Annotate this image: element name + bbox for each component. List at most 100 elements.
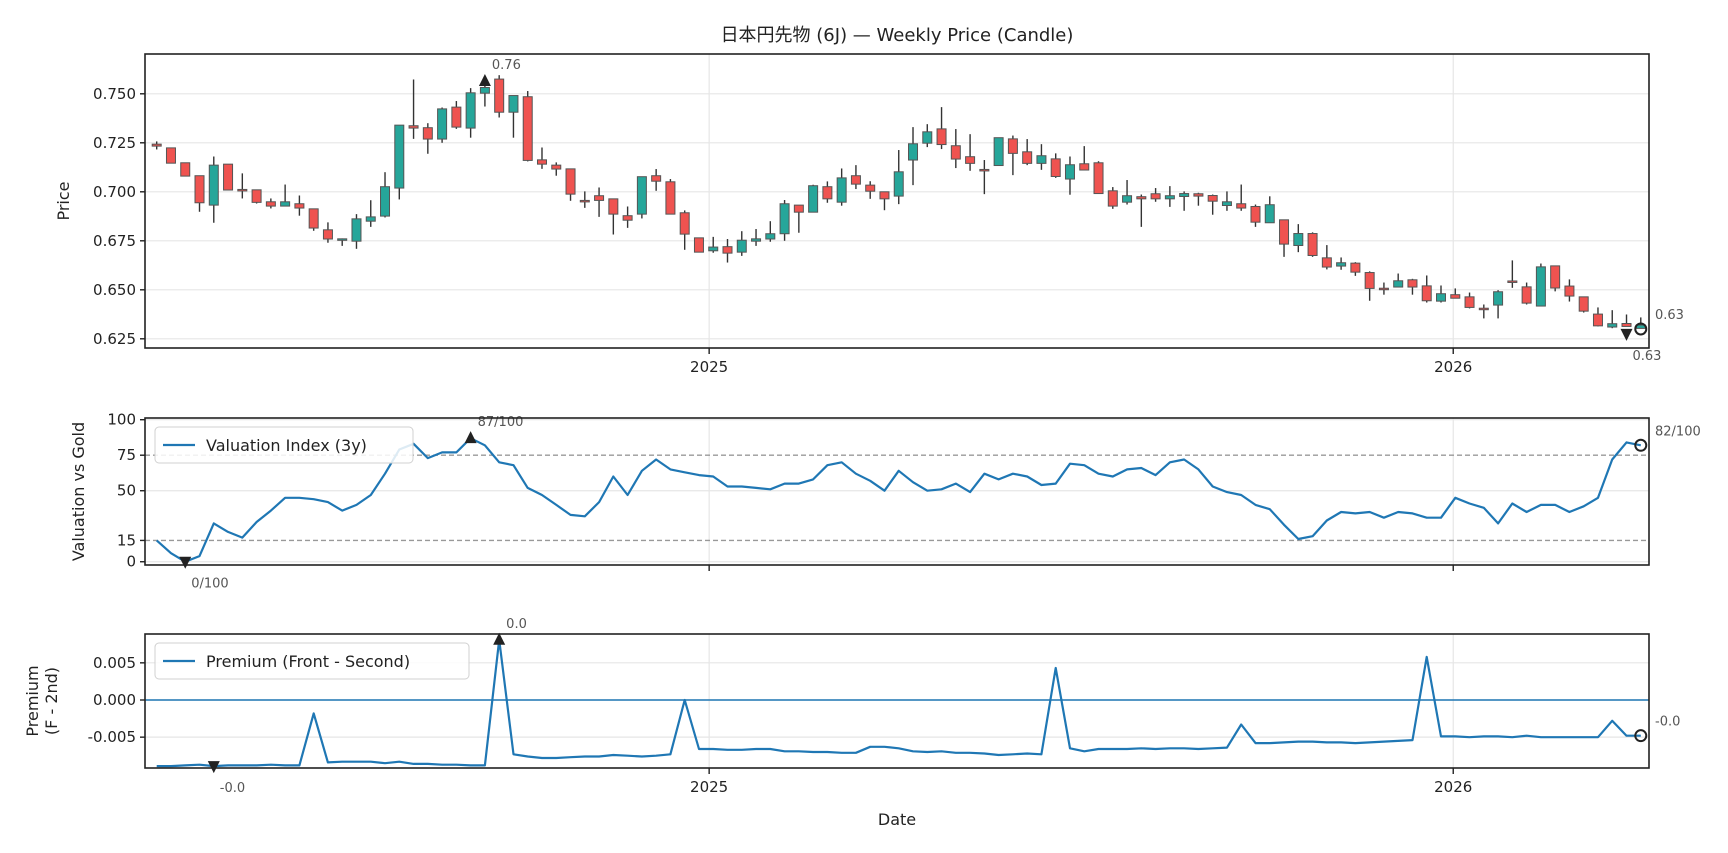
candle-body-up bbox=[1294, 234, 1303, 246]
candle-body-up bbox=[780, 204, 789, 234]
candle bbox=[637, 177, 646, 219]
candle bbox=[1151, 188, 1160, 202]
max-marker-icon bbox=[465, 431, 477, 443]
candle bbox=[323, 222, 332, 242]
candle bbox=[423, 123, 432, 154]
candle-body-up bbox=[338, 239, 347, 241]
candle-body-up bbox=[352, 219, 361, 241]
candle-body-down bbox=[966, 157, 975, 164]
candle bbox=[181, 163, 190, 176]
candle-body-down bbox=[566, 169, 575, 194]
y-tick-label: 75 bbox=[117, 446, 136, 464]
annotation-label: 0.63 bbox=[1655, 308, 1684, 323]
candle-body-up bbox=[509, 96, 518, 113]
candle-body-down bbox=[623, 216, 632, 221]
candle-body-up bbox=[209, 165, 218, 205]
candle bbox=[837, 168, 846, 205]
candle bbox=[537, 147, 546, 168]
candle bbox=[1337, 257, 1346, 269]
candle bbox=[1536, 264, 1545, 307]
legend-label: Premium (Front - Second) bbox=[206, 652, 410, 671]
candle bbox=[366, 200, 375, 227]
candle bbox=[737, 231, 746, 256]
candle bbox=[823, 181, 832, 202]
candle-body-down bbox=[409, 126, 418, 128]
y-tick-label: 0.750 bbox=[93, 85, 136, 103]
y-tick-label: -0.005 bbox=[88, 728, 136, 746]
candle-body-down bbox=[495, 79, 504, 112]
candle bbox=[1622, 314, 1631, 326]
candle bbox=[880, 192, 889, 210]
candle-body-down bbox=[951, 146, 960, 159]
candle-body-up bbox=[438, 109, 447, 139]
candle bbox=[1080, 146, 1089, 170]
x-axis-label: Date bbox=[878, 810, 916, 829]
candle-body-down bbox=[323, 230, 332, 239]
candle bbox=[809, 185, 818, 212]
candle bbox=[851, 165, 860, 189]
candle bbox=[1065, 157, 1074, 195]
candle bbox=[937, 107, 946, 149]
min-marker-icon bbox=[179, 557, 191, 569]
candle bbox=[1108, 187, 1117, 209]
candle-body-up bbox=[637, 177, 646, 214]
candle-body-up bbox=[737, 240, 746, 252]
candle-body-down bbox=[1051, 159, 1060, 177]
candle bbox=[1137, 195, 1146, 227]
candle bbox=[409, 79, 418, 138]
candle bbox=[295, 196, 304, 216]
candle bbox=[1422, 275, 1431, 302]
candle-body-up bbox=[1180, 194, 1189, 197]
candle-body-down bbox=[1351, 263, 1360, 272]
candle-body-up bbox=[1437, 294, 1446, 301]
candle bbox=[381, 172, 390, 217]
annotation-label: -0.0 bbox=[1655, 715, 1680, 730]
candle bbox=[509, 96, 518, 138]
candle bbox=[1579, 297, 1588, 313]
candle bbox=[1094, 161, 1103, 193]
candle-body-down bbox=[1593, 314, 1602, 326]
candle bbox=[1280, 220, 1289, 257]
candle bbox=[894, 150, 903, 204]
candle-body-up bbox=[480, 88, 489, 94]
candle bbox=[1465, 293, 1474, 309]
candle bbox=[766, 221, 775, 242]
candle bbox=[680, 210, 689, 249]
annotation-label: 0.0 bbox=[506, 617, 527, 632]
candle-body-up bbox=[281, 202, 290, 206]
candle bbox=[395, 125, 404, 199]
candle-body-down bbox=[1508, 281, 1517, 283]
candle bbox=[566, 169, 575, 201]
annotation-label: 82/100 bbox=[1655, 424, 1701, 439]
candle bbox=[1379, 283, 1388, 295]
candle bbox=[923, 124, 932, 147]
candle bbox=[1522, 283, 1531, 305]
candle bbox=[352, 214, 361, 249]
candle bbox=[1351, 262, 1360, 276]
candle bbox=[780, 200, 789, 241]
candle-body-down bbox=[980, 169, 989, 171]
candle-body-down bbox=[937, 129, 946, 145]
candle-body-up bbox=[766, 234, 775, 239]
legend: Valuation Index (3y) bbox=[155, 427, 413, 463]
candle bbox=[1008, 136, 1017, 176]
candle-body-up bbox=[994, 138, 1003, 166]
candle-body-up bbox=[709, 247, 718, 251]
max-marker-icon bbox=[479, 74, 491, 86]
candle bbox=[281, 185, 290, 207]
candle-body-down bbox=[1522, 287, 1531, 303]
candle-body-up bbox=[1222, 202, 1231, 206]
candle bbox=[1365, 271, 1374, 300]
candle bbox=[652, 169, 661, 191]
candle bbox=[723, 239, 732, 263]
annotation-label: 0.76 bbox=[492, 58, 521, 73]
candle-body-down bbox=[295, 204, 304, 208]
candle bbox=[966, 134, 975, 171]
candle-body-down bbox=[880, 192, 889, 199]
candle-body-up bbox=[909, 144, 918, 160]
candle bbox=[752, 229, 761, 246]
candle-body-down bbox=[1137, 197, 1146, 199]
candle bbox=[224, 164, 233, 190]
candle bbox=[523, 91, 532, 161]
